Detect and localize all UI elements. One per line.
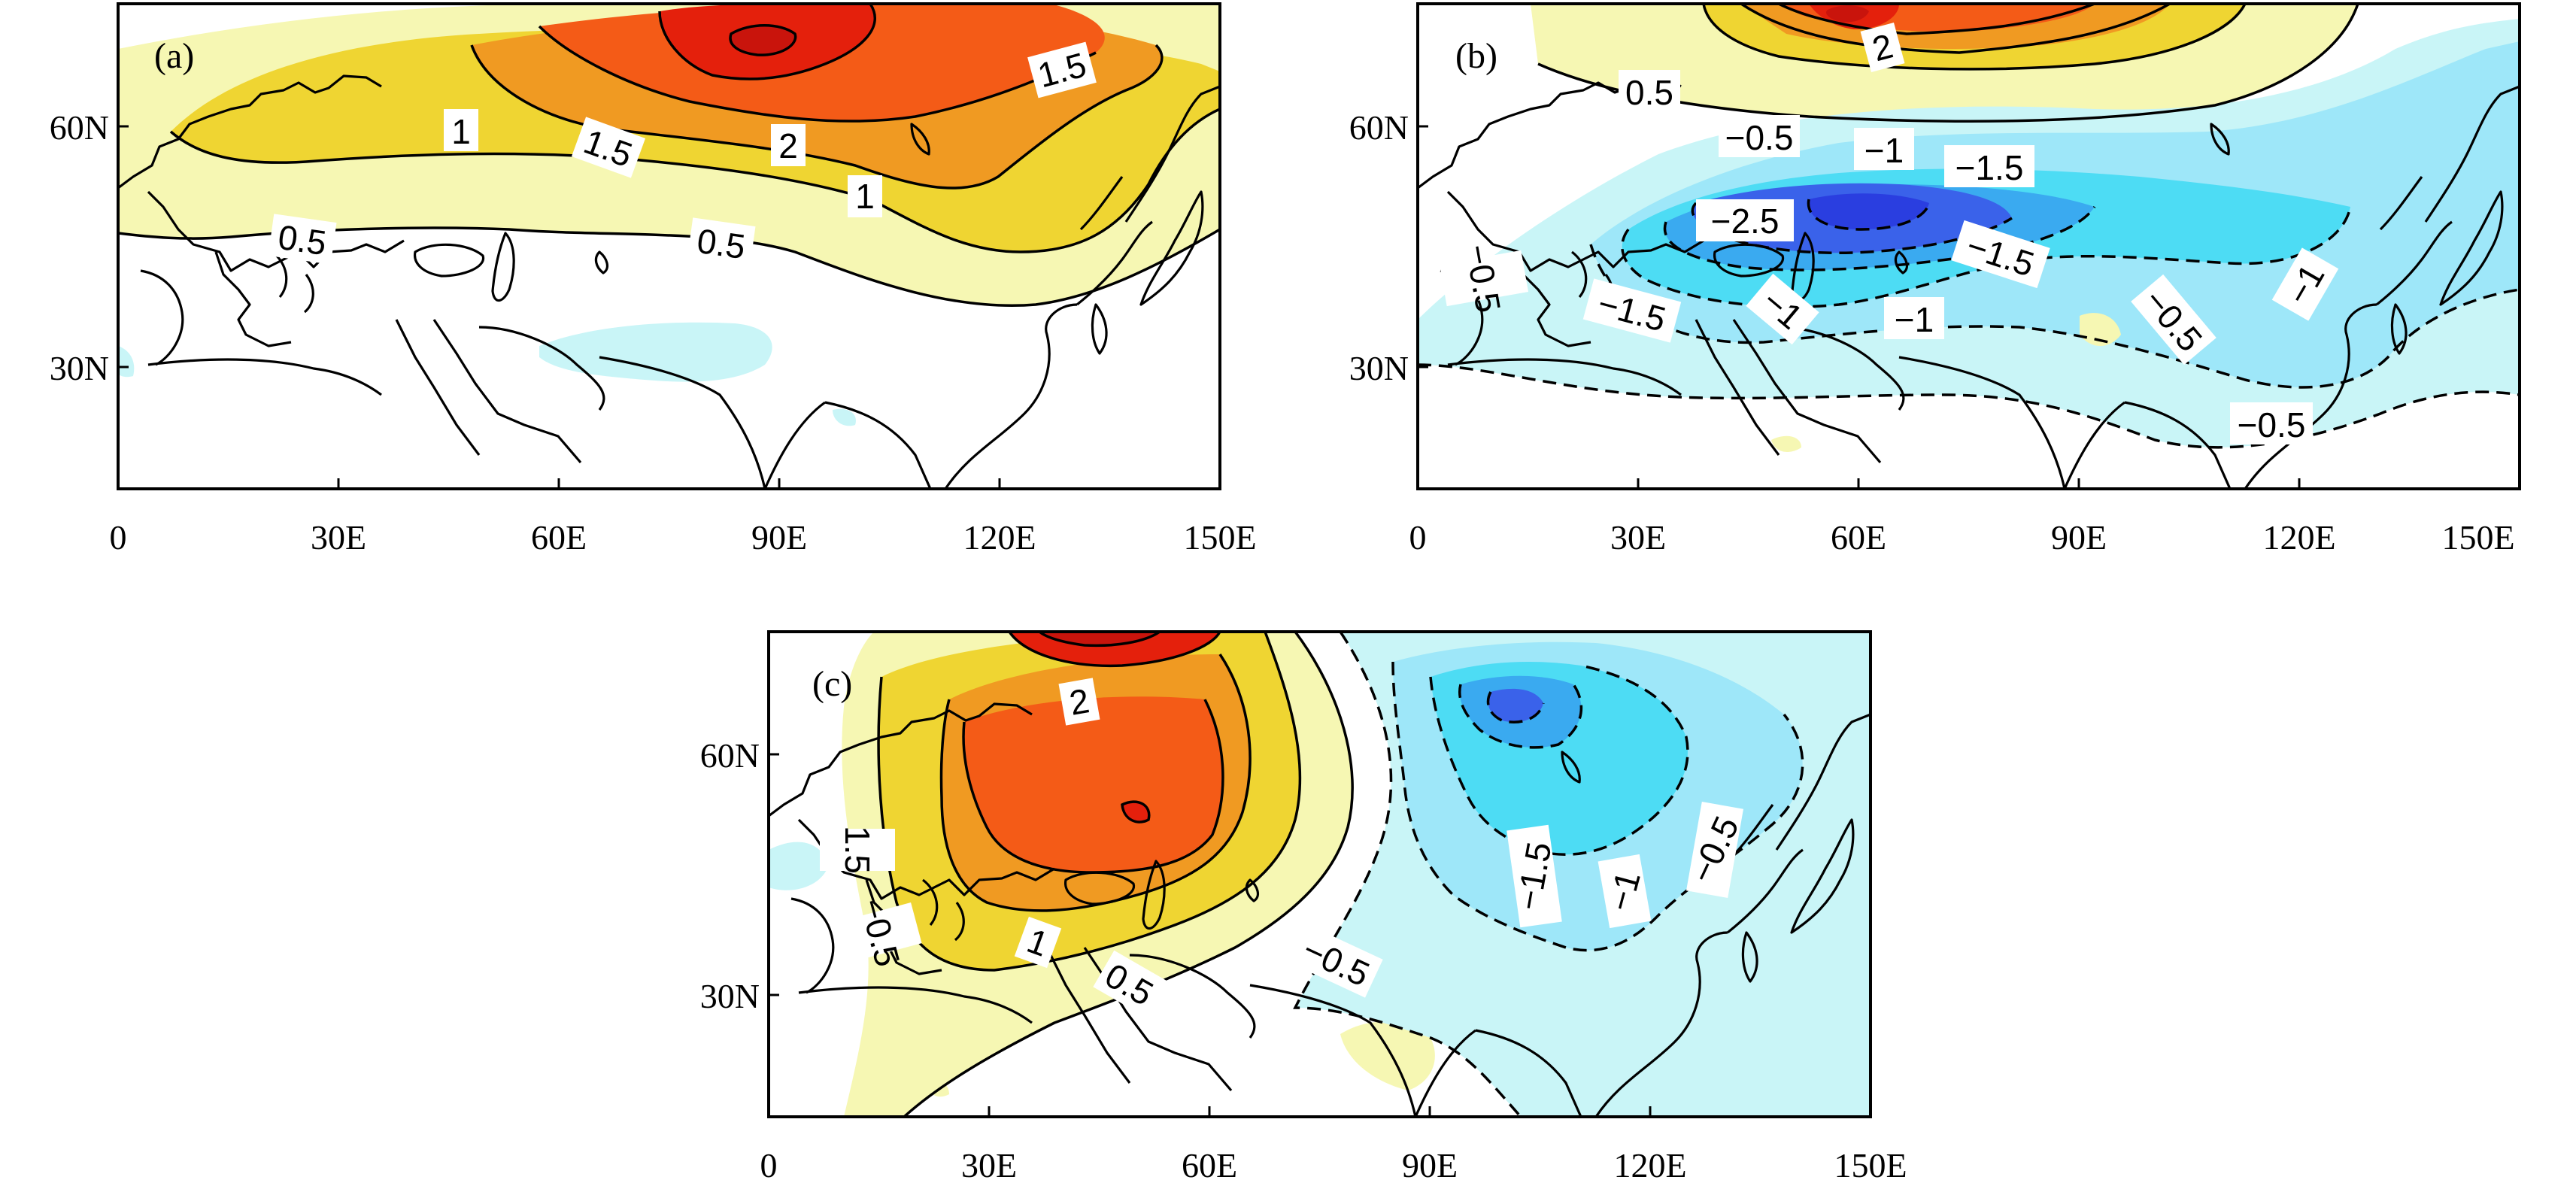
x-tick-label: 150E — [1834, 1146, 1907, 1184]
svg-text:1: 1 — [451, 112, 471, 151]
y-tick-label: 30N — [50, 349, 109, 387]
contour-label: −1.5 — [1944, 145, 2034, 187]
svg-text:0.5: 0.5 — [276, 217, 329, 262]
panel-label: (c) — [812, 664, 852, 704]
svg-text:−0.5: −0.5 — [2238, 405, 2306, 444]
x-tick-label: 60E — [1831, 518, 1886, 557]
x-tick-label: 60E — [531, 518, 587, 557]
y-tick-label: 30N — [700, 977, 760, 1015]
contour-label: 1 — [1014, 916, 1062, 969]
x-tick-label: 30E — [961, 1146, 1017, 1184]
contour-label: 0.5 — [1619, 70, 1680, 112]
x-tick-label: 0 — [760, 1146, 778, 1184]
x-tick-label: 120E — [1613, 1146, 1686, 1184]
contour-label: 0.5 — [268, 214, 337, 265]
svg-text:−0.5: −0.5 — [1725, 118, 1794, 157]
x-tick-label: 90E — [1402, 1146, 1458, 1184]
svg-text:−1.5: −1.5 — [1956, 148, 2024, 187]
contour-label: 1 — [848, 175, 882, 217]
svg-text:−1: −1 — [1895, 300, 1934, 339]
x-tick-label: 90E — [2051, 518, 2107, 557]
x-tick-label: 150E — [1183, 518, 1256, 557]
contour-label: −0.5 — [838, 894, 922, 971]
contour-label: 1.5 — [820, 826, 895, 874]
x-tick-label: 0 — [110, 518, 127, 557]
x-tick-label: 90E — [751, 518, 807, 557]
panel-a: 1.5 1 1.5 2 1 0.5 — [117, 2, 1221, 490]
contour-label: −1 — [1884, 297, 1944, 339]
contour-label: −1.5 — [1506, 824, 1562, 928]
x-tick-label: 30E — [311, 518, 366, 557]
y-tick-label: 60N — [700, 736, 760, 775]
contour-label: 2 — [1860, 23, 1905, 72]
x-tick-label: 150E — [2441, 518, 2514, 557]
svg-text:1.5: 1.5 — [838, 826, 877, 874]
svg-text:2: 2 — [778, 126, 798, 165]
contour-label: −1 — [1854, 128, 1914, 170]
contour-label: −0.5 — [2230, 402, 2313, 444]
contour-label: 2 — [771, 124, 806, 166]
y-tick-label: 30N — [1349, 349, 1409, 387]
y-tick-label: 60N — [1349, 108, 1409, 147]
contour-label: −1 — [1597, 854, 1652, 929]
panel-c: 2 1.5 −0.5 1 0.5 −0.5 — [767, 630, 1872, 1118]
y-tick-label: 60N — [50, 108, 109, 147]
x-tick-label: 60E — [1182, 1146, 1237, 1184]
contour-label: 0.5 — [687, 217, 756, 268]
contour-label: −0.5 — [1719, 115, 1800, 157]
x-tick-label: 0 — [1409, 518, 1427, 557]
x-tick-label: 120E — [963, 518, 1036, 557]
contour-label: 2 — [1058, 678, 1100, 726]
x-tick-label: 30E — [1610, 518, 1666, 557]
contour-label: 1.5 — [1027, 41, 1097, 99]
svg-text:0.5: 0.5 — [1625, 73, 1673, 112]
contour-label: 1 — [444, 109, 478, 151]
axis-ticks: 0 30E 60E 90E 120E 150E 60N 30N 0 30E 60… — [50, 108, 2515, 1184]
panel-label: (a) — [154, 36, 194, 76]
panel-label: (b) — [1455, 36, 1497, 76]
panel-b: 2 0.5 −0.5 −1 −1.5 −2.5 — [1416, 2, 2521, 490]
svg-text:0.5: 0.5 — [695, 221, 748, 266]
contour-label: −2.5 — [1696, 199, 1794, 241]
svg-text:1: 1 — [855, 177, 875, 216]
svg-text:−2.5: −2.5 — [1711, 202, 1780, 241]
x-tick-label: 120E — [2262, 518, 2335, 557]
svg-text:−1: −1 — [1864, 131, 1904, 170]
